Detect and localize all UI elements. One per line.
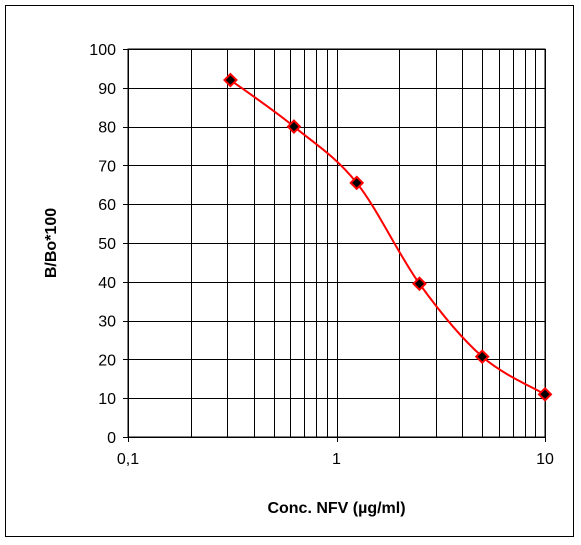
data-point-marker	[537, 386, 553, 402]
data-markers	[223, 72, 553, 402]
y-tick-label: 80	[98, 120, 116, 137]
y-tick-label: 10	[98, 391, 116, 408]
y-axis-label: B/Bo*100	[43, 208, 60, 278]
data-point-marker	[349, 175, 365, 191]
x-tick-labels: 0,1 1 10	[117, 451, 554, 468]
data-point-marker	[412, 276, 427, 292]
y-tick-label: 100	[89, 42, 116, 59]
data-point-marker	[474, 349, 490, 365]
data-point-marker	[286, 119, 302, 135]
chart-frame: 0 10 20 30 40 50 60 70 80 90 100 0,1 1 10 Conc. NFV …	[5, 5, 574, 537]
y-tick-label: 90	[98, 81, 116, 98]
y-tick-label: 70	[98, 158, 116, 175]
chart: 0 10 20 30 40 50 60 70 80 90 100 0,1 1 10 Conc. NFV …	[43, 42, 554, 517]
y-tick-label: 0	[107, 430, 116, 447]
data-point-marker	[223, 72, 238, 88]
y-tick-label: 50	[98, 236, 116, 253]
x-tick-label: 1	[332, 451, 341, 468]
y-tick-label: 60	[98, 197, 116, 214]
x-tick-label: 10	[536, 451, 554, 468]
x-axis-label: Conc. NFV (µg/ml)	[267, 500, 405, 517]
y-tick-label: 30	[98, 314, 116, 331]
y-tick-label: 20	[98, 352, 116, 369]
grid	[123, 48, 546, 442]
y-tick-labels: 0 10 20 30 40 50 60 70 80 90 100	[89, 42, 116, 447]
y-tick-label: 40	[98, 275, 116, 292]
x-tick-label: 0,1	[117, 451, 139, 468]
